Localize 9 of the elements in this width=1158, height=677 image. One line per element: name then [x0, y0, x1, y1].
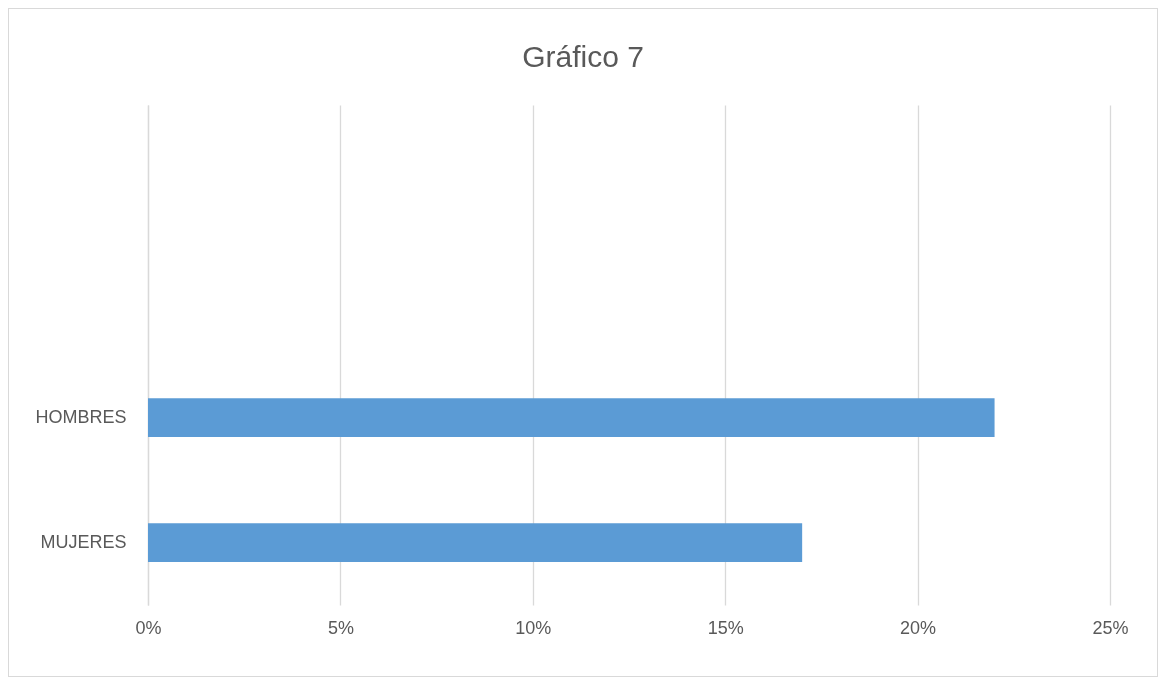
- y-tick-label: MUJERES: [40, 531, 127, 552]
- x-tick-label: 25%: [1092, 617, 1129, 638]
- x-tick-label: 10%: [515, 617, 552, 638]
- x-tick-label: 20%: [900, 617, 937, 638]
- y-tick-label: HOMBRES: [35, 406, 127, 427]
- chart-title: Gráfico 7: [522, 40, 644, 73]
- x-tick-label: 5%: [327, 617, 354, 638]
- x-tick-label: 15%: [707, 617, 744, 638]
- x-tick-label: 0%: [135, 617, 162, 638]
